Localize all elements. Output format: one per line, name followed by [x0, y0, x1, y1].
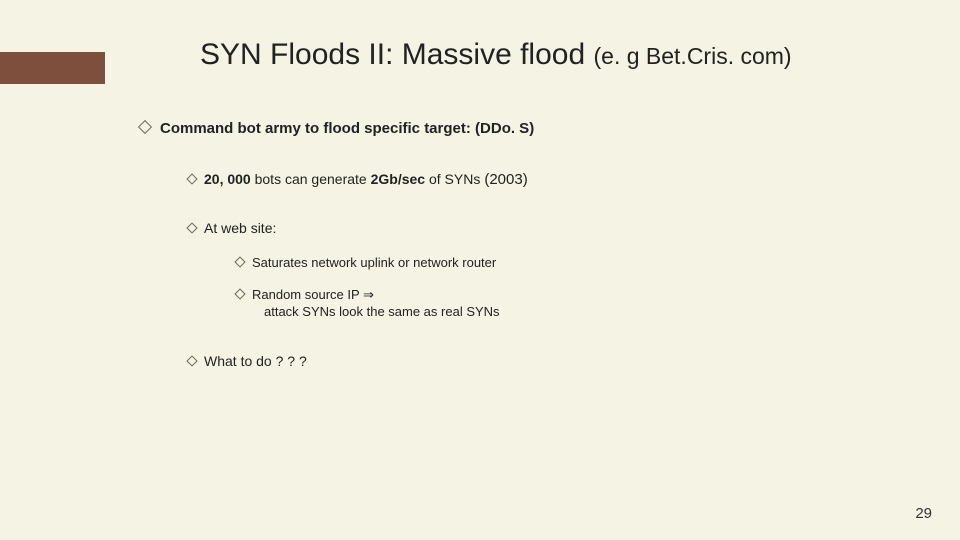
bullet-text: Random source IP ⇒ — [252, 287, 374, 302]
bullet-level2: 20, 000 bots can generate 2Gb/sec of SYN… — [188, 171, 900, 188]
bullet-text: Command bot army to flood specific targe… — [160, 120, 534, 137]
diamond-icon — [234, 256, 245, 267]
bullet-level3: Saturates network uplink or network rout… — [236, 254, 900, 272]
title-sub: (e. g Bet.Cris. com) — [594, 43, 792, 69]
bullet-level3: Random source IP ⇒ attack SYNs look the … — [236, 286, 900, 321]
note-text: (2003) — [484, 171, 527, 188]
accent-bar — [0, 52, 105, 84]
bullet-text: 20, 000 bots can generate 2Gb/sec of SYN… — [204, 171, 480, 187]
bullet-text: Saturates network uplink or network rout… — [252, 255, 496, 270]
plain-text: bots can generate — [251, 171, 371, 187]
diamond-icon — [186, 222, 197, 233]
slide-title: SYN Floods II: Massive flood (e. g Bet.C… — [200, 38, 792, 72]
bold-text: 20, 000 — [204, 171, 251, 187]
diamond-icon — [186, 355, 197, 366]
bullet-text: What to do ? ? ? — [204, 353, 307, 369]
bullet-continuation: attack SYNs look the same as real SYNs — [264, 303, 900, 321]
diamond-icon — [234, 288, 245, 299]
bullet-level2: At web site: — [188, 220, 900, 236]
title-main: SYN Floods II: Massive flood — [200, 38, 585, 71]
content-area: Command bot army to flood specific targe… — [140, 120, 900, 401]
bullet-text: At web site: — [204, 220, 276, 236]
bullet-level2: What to do ? ? ? — [188, 353, 900, 369]
plain-text: of SYNs — [425, 171, 480, 187]
diamond-icon — [186, 173, 197, 184]
page-number: 29 — [915, 505, 932, 522]
bullet-level1: Command bot army to flood specific targe… — [140, 120, 900, 137]
bold-text: 2Gb/sec — [371, 171, 425, 187]
diamond-icon — [138, 120, 152, 134]
